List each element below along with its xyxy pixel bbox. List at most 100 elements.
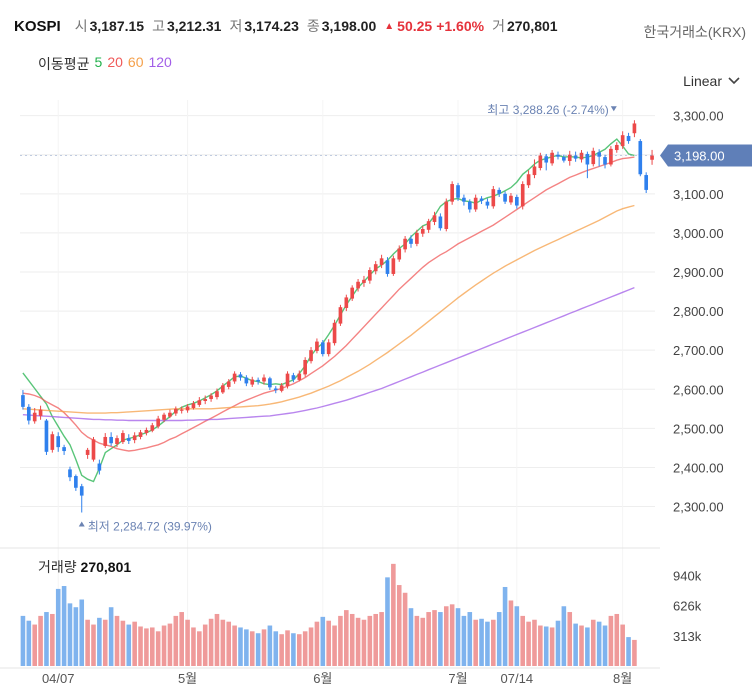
volume-bar bbox=[61, 586, 67, 666]
candle-body bbox=[297, 373, 302, 380]
candle bbox=[573, 151, 578, 162]
candle-body bbox=[467, 201, 472, 210]
volume-bar bbox=[508, 600, 514, 666]
candle bbox=[467, 199, 472, 213]
volume-bar bbox=[73, 607, 79, 666]
volume-bar bbox=[402, 592, 408, 666]
volume-bar bbox=[543, 626, 549, 666]
scale-selector[interactable]: Linear bbox=[683, 73, 740, 89]
candle bbox=[173, 406, 178, 416]
candle-body bbox=[38, 409, 43, 416]
volume-bar bbox=[367, 615, 373, 666]
candle-body bbox=[215, 391, 219, 398]
candle bbox=[509, 193, 513, 205]
candle bbox=[215, 388, 219, 400]
volume-bar bbox=[538, 625, 543, 666]
volume-bar bbox=[296, 634, 302, 666]
volume-bar bbox=[632, 639, 637, 666]
volume-bar bbox=[279, 634, 284, 666]
volume-bar bbox=[161, 625, 167, 666]
candle bbox=[115, 435, 119, 448]
volume-bar bbox=[379, 612, 384, 666]
candle bbox=[62, 444, 66, 455]
volume-bar bbox=[590, 619, 596, 666]
volume-bar bbox=[185, 619, 190, 666]
candle-body bbox=[379, 258, 384, 265]
high-label: 고 bbox=[152, 18, 165, 34]
volume-bar bbox=[549, 627, 555, 666]
volume-bar bbox=[91, 624, 96, 666]
ma-legend-120[interactable]: 120 bbox=[148, 54, 172, 70]
volume-bar bbox=[420, 617, 426, 666]
y-tick-label: 2,900.00 bbox=[673, 265, 724, 280]
volume-bar bbox=[197, 631, 202, 666]
volume-bar bbox=[173, 615, 179, 666]
ma-line-ma120 bbox=[22, 286, 635, 422]
candle bbox=[185, 404, 190, 413]
candle-body bbox=[97, 463, 102, 471]
candle-body bbox=[173, 408, 178, 414]
volume-bar bbox=[438, 612, 443, 666]
exchange-name: 한국거래소(KRX) bbox=[643, 24, 746, 40]
volume-bar bbox=[396, 585, 402, 666]
volume-bar bbox=[520, 615, 526, 666]
candle bbox=[497, 187, 502, 197]
high-annotation: 최고 3,288.26 (-2.74%) bbox=[487, 103, 608, 117]
candle bbox=[397, 245, 402, 262]
ma-legend-20[interactable]: 20 bbox=[107, 54, 123, 70]
volume-bar bbox=[26, 620, 32, 666]
candle bbox=[50, 431, 55, 453]
volume-bar bbox=[155, 631, 161, 666]
candle bbox=[297, 370, 302, 382]
candle-body bbox=[620, 135, 625, 147]
candle-body bbox=[579, 152, 584, 160]
candle bbox=[326, 339, 331, 357]
ma-legend-5[interactable]: 5 bbox=[94, 54, 103, 70]
candle-body bbox=[26, 406, 31, 421]
candle bbox=[638, 139, 643, 177]
candle-body bbox=[432, 215, 437, 222]
volume-bar bbox=[273, 631, 279, 666]
x-tick-label: 07/14 bbox=[501, 671, 534, 686]
candle bbox=[85, 447, 90, 459]
candle bbox=[56, 432, 61, 452]
candle bbox=[38, 405, 43, 420]
candle bbox=[473, 194, 478, 212]
volume-bar bbox=[291, 633, 296, 666]
candle-body bbox=[626, 135, 631, 142]
candle bbox=[332, 319, 337, 346]
volume-bar bbox=[226, 621, 232, 666]
candle-body bbox=[397, 248, 402, 260]
volume-bar bbox=[44, 612, 49, 666]
candle bbox=[614, 142, 619, 153]
candle-body bbox=[250, 379, 255, 385]
candle bbox=[150, 422, 155, 433]
high-marker-icon bbox=[610, 106, 617, 112]
symbol-name: KOSPI bbox=[14, 17, 61, 35]
candle-body bbox=[162, 414, 166, 420]
candle bbox=[232, 371, 237, 384]
candle bbox=[515, 194, 519, 209]
volume-bar bbox=[108, 607, 114, 666]
candle bbox=[138, 429, 143, 440]
quote-header: KOSPI 시 3,187.15 고 3,212.31 저 3,174.23 종 3,1… bbox=[14, 14, 566, 38]
candle-body bbox=[520, 184, 525, 207]
candle-body bbox=[285, 373, 290, 387]
candle bbox=[344, 294, 349, 312]
candle-body bbox=[203, 399, 208, 401]
candle-body bbox=[544, 156, 549, 163]
volume-bar bbox=[608, 615, 614, 666]
candle-body bbox=[156, 418, 160, 427]
candle-body bbox=[168, 412, 172, 417]
candle-body bbox=[85, 449, 90, 455]
candle bbox=[391, 255, 396, 276]
ma-legend-60[interactable]: 60 bbox=[127, 54, 144, 70]
volume-title: 거래량 270,801 bbox=[38, 557, 131, 577]
candle bbox=[197, 397, 202, 407]
volume-bar bbox=[79, 599, 85, 666]
candle-body bbox=[138, 432, 143, 437]
candle bbox=[567, 150, 572, 166]
candle-body bbox=[426, 221, 431, 230]
ma-line-ma5 bbox=[22, 138, 635, 483]
x-tick-label: 8월 bbox=[613, 671, 632, 686]
